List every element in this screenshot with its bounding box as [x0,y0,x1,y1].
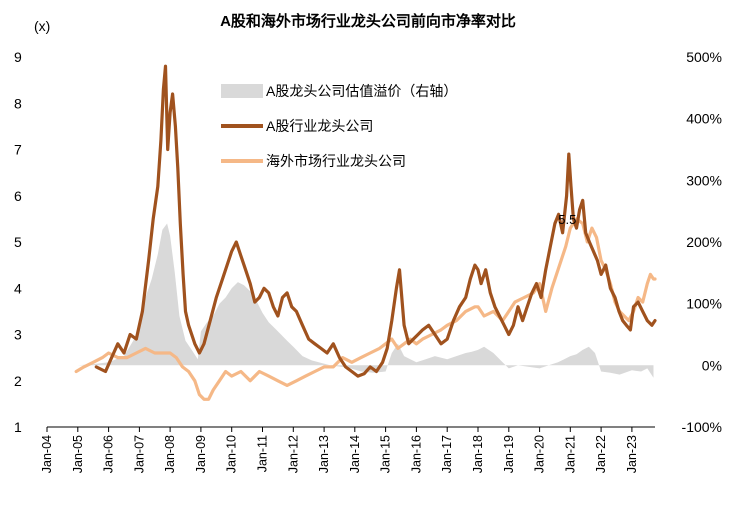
left-axis-unit-label: (x) [34,18,50,34]
x-tick-label: Jan-07 [132,435,146,473]
right-tick-label: 100% [686,296,722,312]
x-tick-label: Jan-12 [286,435,300,473]
right-tick-label: 400% [686,111,722,127]
x-tick-label: Jan-18 [471,435,485,473]
right-tick-label: 300% [686,172,722,188]
left-tick-label: 3 [14,327,22,343]
x-tick-label: Jan-04 [40,435,54,473]
x-tick-label: Jan-22 [594,435,608,473]
peak-annotation: 5.5 [558,212,576,227]
left-y-axis: 1 2 3 4 5 6 7 8 9 [14,49,22,435]
left-tick-label: 4 [14,280,22,296]
legend-swatch-premium [221,84,263,98]
x-tick-label: Jan-13 [317,435,331,473]
premium-area [77,223,654,378]
a-share-line [94,64,657,378]
legend-label-premium: A股龙头公司估值溢价（右轴） [266,83,457,99]
left-tick-label: 2 [14,373,22,389]
left-tick-label: 1 [14,419,22,435]
x-tick-label: Jan-05 [71,435,85,473]
legend: A股龙头公司估值溢价（右轴） A股行业龙头公司 海外市场行业龙头公司 [221,83,457,169]
x-tick-label: Jan-09 [194,435,208,473]
right-tick-label: 200% [686,234,722,250]
x-tick-label: Jan-10 [225,435,239,473]
x-tick-label: Jan-14 [348,435,362,473]
x-tick-label: Jan-19 [502,435,516,473]
line-series-group [74,64,657,401]
right-tick-label: 0% [702,357,722,373]
x-tick-label: Jan-15 [379,435,393,473]
legend-label-a-share: A股行业龙头公司 [266,118,373,134]
x-axis: Jan-04 Jan-05 Jan-06 Jan-07 Jan-08 Jan-09 Jan-… [40,427,639,473]
x-tick-label: Jan-08 [163,435,177,473]
x-tick-label: Jan-23 [625,435,639,473]
right-tick-label: 500% [686,49,722,65]
left-tick-label: 5 [14,234,22,250]
x-tick-label: Jan-20 [533,435,547,473]
x-tick-label: Jan-11 [256,435,270,472]
left-tick-label: 9 [14,49,22,65]
x-tick-label: Jan-06 [102,435,116,473]
legend-label-overseas: 海外市场行业龙头公司 [266,153,406,169]
left-tick-label: 6 [14,188,22,204]
left-tick-label: 7 [14,142,22,158]
right-tick-label: -100% [682,419,722,435]
x-tick-label: Jan-17 [440,435,454,473]
x-tick-label: Jan-16 [409,435,423,473]
chart-title: A股和海外市场行业龙头公司前向市净率对比 [220,12,516,30]
left-tick-label: 8 [14,95,22,111]
x-tick-label: Jan-21 [563,435,577,473]
right-y-axis: -100% 0% 100% 200% 300% 400% 500% [682,49,722,435]
premium-area-series [77,223,654,378]
